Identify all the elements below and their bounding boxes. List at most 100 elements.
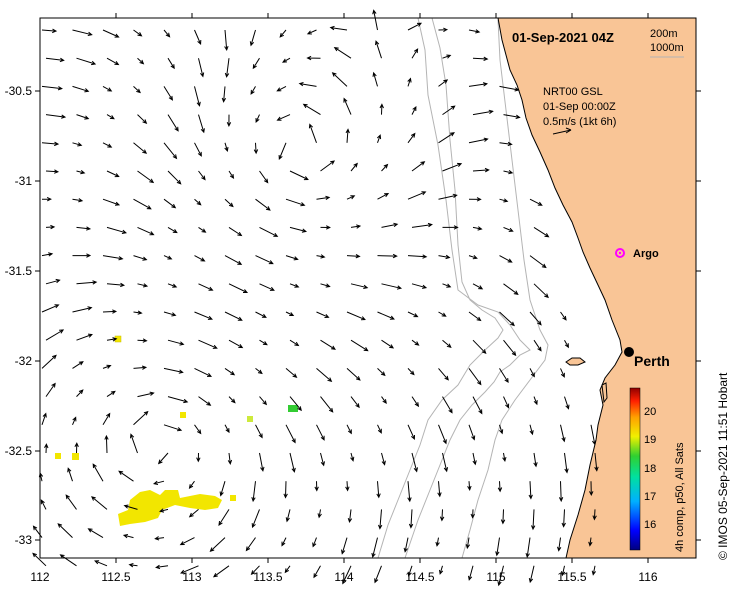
current-vector-arrow — [503, 339, 517, 357]
current-vector-arrow — [45, 329, 65, 341]
current-vector-arrow — [106, 170, 120, 178]
current-vector-arrow — [249, 29, 256, 47]
current-vector-arrow — [589, 481, 594, 497]
colorbar-tick: 16 — [644, 519, 656, 531]
current-vector-arrow — [408, 509, 414, 529]
current-vector-arrow — [306, 55, 321, 61]
current-vector-arrow — [285, 368, 298, 378]
current-vector-arrow — [472, 109, 494, 116]
current-vector-arrow — [250, 86, 256, 95]
current-vector-arrow — [314, 481, 319, 492]
current-vector-arrow — [128, 563, 138, 568]
current-vector-arrow — [407, 22, 423, 31]
current-vector-arrow — [499, 85, 520, 92]
current-vector-arrow — [377, 253, 398, 259]
current-vector-arrow — [561, 509, 566, 528]
current-vector-arrow — [312, 537, 317, 548]
current-vector-arrow — [320, 339, 336, 350]
current-vector-arrow — [224, 29, 229, 52]
current-vector-arrow — [255, 198, 271, 211]
x-tick-label: 112 — [30, 570, 49, 584]
current-vector-arrow — [92, 463, 104, 482]
current-vector-arrow — [442, 225, 459, 230]
current-vector-arrow — [32, 525, 43, 538]
current-vector-arrow — [45, 278, 61, 285]
current-vector-arrow — [438, 368, 449, 381]
current-vector-arrow — [533, 283, 549, 299]
current-vector-arrow — [224, 198, 234, 208]
current-vector-arrow — [465, 537, 471, 550]
x-axis-ticks — [115, 13, 649, 563]
current-vector-arrow — [251, 481, 256, 503]
current-vector-arrow — [442, 396, 453, 414]
current-vector-arrow — [133, 29, 143, 37]
current-vector-arrow — [250, 565, 260, 576]
current-vector-arrow — [67, 467, 73, 482]
current-vector-arrow — [529, 255, 547, 269]
current-vector-arrow — [320, 160, 336, 172]
current-vector-arrow — [468, 565, 474, 581]
current-vector-arrow — [560, 424, 566, 443]
y-tick-label: -32 — [15, 354, 33, 368]
current-vector-arrow — [411, 222, 433, 228]
current-vector-arrow — [198, 226, 207, 233]
map-title: 01-Sep-2021 04Z — [512, 30, 614, 45]
current-vector-arrow — [377, 193, 390, 200]
current-vector-arrow — [45, 224, 56, 230]
current-vector-arrow — [41, 252, 54, 257]
current-vector-arrow — [285, 198, 306, 207]
current-vector-arrow — [163, 86, 174, 101]
current-vector-arrow — [228, 396, 236, 404]
current-vector-arrow — [163, 311, 177, 317]
current-vector-arrow — [531, 509, 536, 531]
current-vector-arrow — [289, 452, 296, 473]
current-vector-arrow — [316, 311, 330, 318]
current-vector-arrow — [411, 339, 420, 346]
current-vector-arrow — [468, 368, 482, 386]
current-vector-arrow — [472, 339, 487, 355]
current-vector-arrow — [407, 368, 415, 376]
current-vector-arrow — [57, 523, 73, 538]
current-vector-arrow — [76, 280, 98, 285]
current-vector-arrow — [439, 565, 444, 575]
y-tick-label: -32.5 — [5, 444, 33, 458]
current-vector-arrow — [228, 170, 235, 179]
current-vector-arrow — [342, 565, 352, 585]
current-vector-arrow — [442, 339, 452, 349]
current-vector-arrow — [468, 255, 478, 260]
current-vector-arrow — [72, 85, 90, 93]
current-vector-arrow — [591, 565, 596, 576]
colorbar-tick: 19 — [644, 434, 656, 446]
contour-legend-1000m: 1000m — [650, 42, 684, 54]
current-vector-arrow — [224, 311, 243, 321]
current-vector-arrow — [255, 311, 267, 318]
sst-patch — [230, 495, 236, 501]
current-vector-arrow — [285, 311, 295, 316]
current-vector-arrow — [41, 85, 63, 91]
current-vector-arrow — [381, 163, 389, 172]
current-vector-arrow — [137, 114, 148, 125]
current-vector-arrow — [196, 452, 201, 463]
current-vector-arrow — [350, 452, 355, 462]
current-vector-arrow — [346, 424, 352, 435]
current-vector-arrow — [72, 416, 77, 425]
current-vector-arrow — [528, 481, 533, 500]
current-vector-arrow — [41, 28, 58, 34]
current-vector-arrow — [228, 283, 249, 293]
current-vector-arrow — [194, 311, 213, 320]
current-vector-arrow — [41, 196, 52, 202]
current-vector-arrow — [350, 224, 362, 229]
argo-float-marker — [615, 248, 625, 258]
current-vector-arrow — [137, 57, 145, 65]
current-vector-arrow — [564, 396, 570, 410]
current-vector-arrow — [289, 396, 302, 412]
current-vector-arrow — [560, 368, 565, 378]
current-vector-arrow — [528, 565, 535, 584]
current-vector-arrow — [72, 253, 92, 258]
current-vector-arrow — [407, 481, 412, 503]
current-vector-arrow — [411, 48, 419, 59]
current-vector-arrow — [495, 537, 500, 557]
current-vector-arrow — [285, 424, 296, 444]
current-vector-arrow — [255, 368, 263, 375]
current-vectors — [32, 9, 599, 587]
